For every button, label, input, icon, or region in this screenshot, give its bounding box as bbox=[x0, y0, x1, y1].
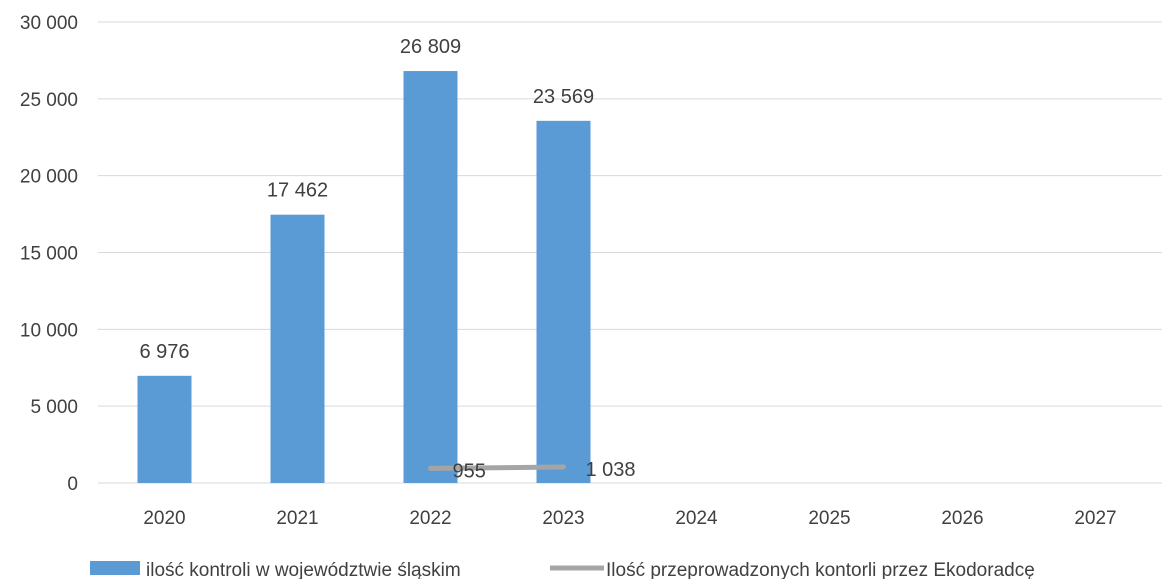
bar-data-label: 17 462 bbox=[267, 180, 328, 202]
bar-data-label: 6 976 bbox=[139, 341, 189, 363]
x-tick-label: 2025 bbox=[808, 508, 850, 529]
bar-data-label: 26 809 bbox=[400, 36, 461, 58]
y-tick-label: 10 000 bbox=[20, 320, 78, 341]
bar bbox=[137, 375, 192, 483]
line-data-label: 955 bbox=[453, 460, 486, 482]
y-tick-label: 0 bbox=[67, 474, 78, 495]
line-series bbox=[428, 464, 566, 471]
line-data-label: 1 038 bbox=[586, 459, 636, 481]
y-tick-label: 15 000 bbox=[20, 244, 78, 265]
x-tick-label: 2026 bbox=[941, 508, 983, 529]
data-labels: 6 976 17 462 26 809 23 569 955 1 038 bbox=[139, 36, 635, 482]
legend-bar-label: ilość kontroli w województwie śląskim bbox=[146, 560, 461, 579]
bar bbox=[536, 120, 591, 484]
y-tick-label: 25 000 bbox=[20, 90, 78, 111]
y-tick-label: 5 000 bbox=[30, 397, 78, 418]
x-tick-label: 2021 bbox=[276, 508, 318, 529]
line-path bbox=[428, 464, 566, 471]
x-tick-label: 2024 bbox=[675, 508, 718, 529]
x-tick-label: 2020 bbox=[143, 508, 185, 529]
legend-line-label: Ilość przeprowadzonych kontorli przez Ek… bbox=[606, 560, 1035, 579]
bar bbox=[403, 71, 458, 483]
bar-series bbox=[137, 71, 591, 484]
y-tick-label: 20 000 bbox=[20, 167, 78, 188]
legend-bar-swatch bbox=[90, 561, 140, 575]
x-axis: 2020 2021 2022 2023 2024 2025 2026 2027 bbox=[143, 508, 1116, 529]
legend: ilość kontroli w województwie śląskim Il… bbox=[90, 560, 1035, 579]
gridlines bbox=[98, 21, 1162, 484]
bar bbox=[270, 214, 325, 483]
y-axis: 0 5 000 10 000 15 000 20 000 25 000 30 000 bbox=[20, 13, 78, 495]
y-tick-label: 30 000 bbox=[20, 13, 78, 34]
bar-data-label: 23 569 bbox=[533, 86, 594, 108]
x-tick-label: 2022 bbox=[409, 508, 451, 529]
x-tick-label: 2023 bbox=[542, 508, 584, 529]
x-tick-label: 2027 bbox=[1074, 508, 1116, 529]
